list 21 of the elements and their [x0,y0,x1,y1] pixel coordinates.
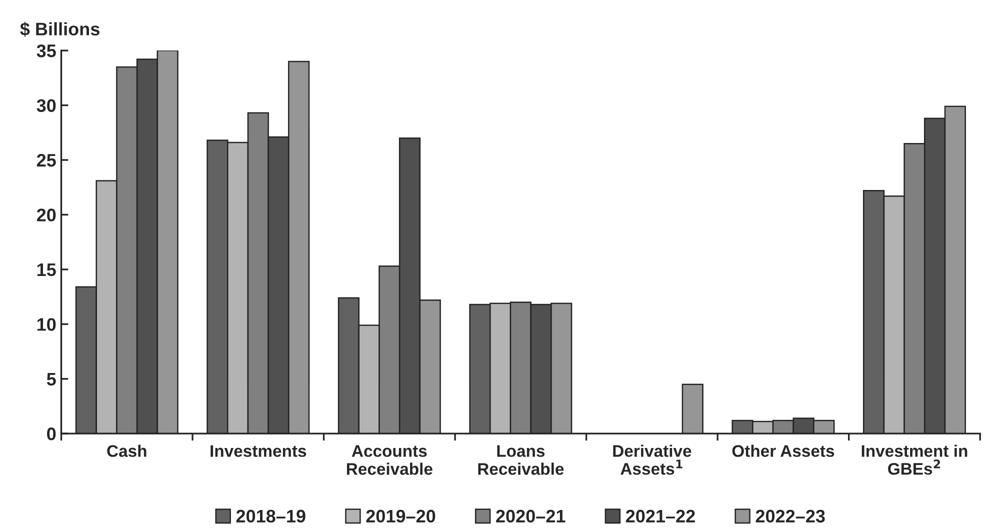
x-tick-label: Investments [210,445,306,457]
y-axis-title: $ Billions [20,22,100,37]
x-tick-label: Derivative Assets$^{1}$ [613,444,692,475]
x-tick-label: Investment in GBEs$^{2}$ [862,444,968,475]
y-tick-label: 0 [47,428,56,440]
legend-label: 2021–22 [626,510,695,523]
legend-label: 2022–23 [756,510,825,523]
y-tick-label: 20 [36,208,56,222]
x-tick-label: Other Assets [732,444,834,457]
x-tick-label: Accounts Receivable [346,445,432,475]
y-tick-label: 15 [37,264,56,276]
y-tick-label: 30 [36,99,56,112]
y-tick-label: 10 [37,318,56,331]
legend-label: 2020–21 [496,510,566,523]
x-tick-label: Cash [107,444,146,457]
y-tick-label: 35 [36,44,56,58]
y-tick-label: 25 [36,154,56,167]
legend-label: 2019–20 [366,510,436,523]
x-tick-label: Loans Receivable [478,445,564,475]
y-tick-label: 5 [46,372,56,386]
legend-label: 2018–19 [236,510,306,523]
